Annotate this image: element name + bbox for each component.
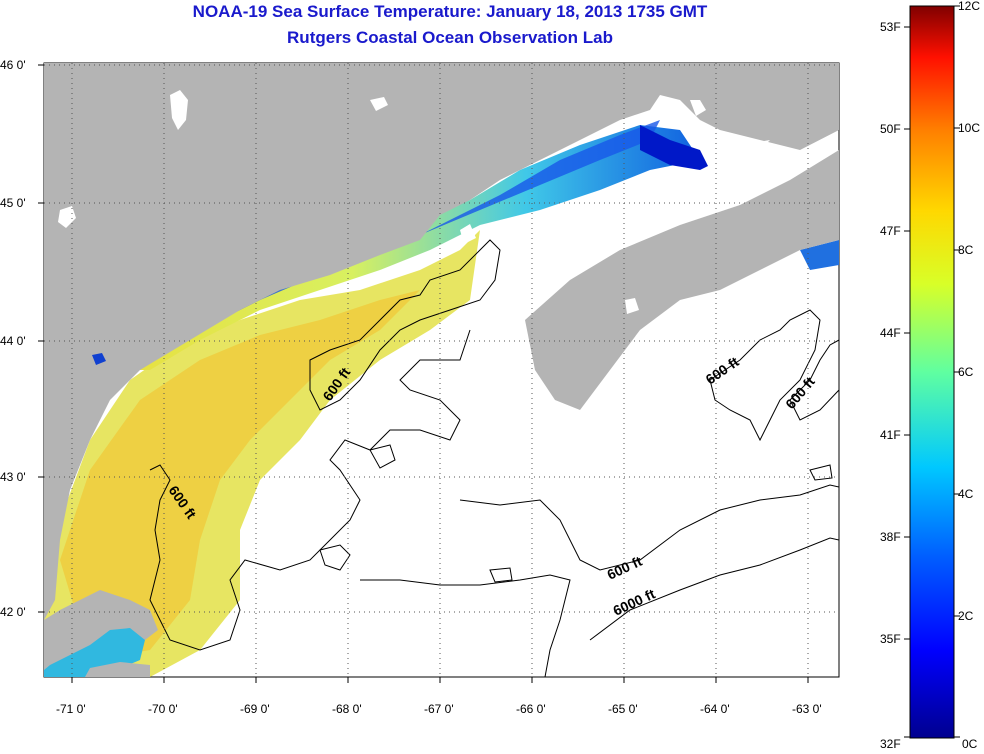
contour-600ft-inner — [149, 329, 471, 651]
lake — [700, 140, 770, 170]
sst-band-cold — [120, 125, 700, 370]
colorbar-f-label: 44F — [880, 326, 901, 340]
colorbar-c-label: 6C — [958, 365, 974, 379]
sst-band-yellow — [60, 290, 420, 660]
colorbar-ticks — [904, 5, 960, 738]
map-subtitle: Rutgers Coastal Ocean Observation Lab — [287, 28, 613, 47]
land-mainland — [44, 63, 839, 620]
contour-ne-1 — [709, 309, 821, 442]
lake — [460, 224, 476, 244]
lon-label: -69 0' — [240, 702, 270, 716]
isobath-contours — [149, 239, 839, 677]
lat-label: 43 0' — [0, 470, 26, 484]
colorbar-f-label: 47F — [880, 224, 901, 238]
colorbar — [909, 5, 955, 739]
lake — [170, 90, 188, 130]
contour-ne-2 — [789, 339, 839, 421]
colorbar-c-label: 10C — [958, 121, 980, 135]
lon-label: -63 0' — [792, 702, 822, 716]
colorbar-f-label: 38F — [880, 530, 901, 544]
colorbar-f-label: 35F — [880, 632, 901, 646]
lake — [370, 97, 388, 111]
lon-label: -68 0' — [332, 702, 362, 716]
colorbar-f-label: 53F — [880, 20, 901, 34]
lon-label: -67 0' — [424, 702, 454, 716]
colorbar-c-label: 4C — [958, 487, 974, 501]
contour-600ft — [309, 239, 501, 411]
sst-band-blue — [130, 120, 660, 365]
contour-islands — [319, 544, 351, 571]
contour-islands — [809, 464, 833, 481]
colorbar-c-label: 2C — [958, 609, 974, 623]
colorbar-c-label: 0C — [962, 737, 978, 751]
lake-small — [92, 353, 106, 365]
land-cape-cod — [44, 590, 158, 670]
lon-label: -71 0' — [56, 702, 86, 716]
land-nantucket — [85, 662, 150, 677]
colorbar-c-label: 12C — [958, 0, 980, 13]
lat-label: 42 0' — [0, 605, 26, 619]
sst-fundy — [640, 125, 720, 170]
contour-islands — [489, 567, 513, 583]
lake — [690, 100, 706, 116]
axis-ticks — [38, 64, 809, 683]
lake — [58, 206, 76, 228]
map-title: NOAA-19 Sea Surface Temperature: January… — [192, 2, 708, 21]
lat-label: 46 0' — [0, 58, 26, 72]
colorbar-c-label: 8C — [958, 243, 974, 257]
contour-6000ft — [589, 537, 839, 641]
lon-label: -65 0' — [608, 702, 638, 716]
land-nova-scotia — [525, 150, 839, 410]
lon-label: -64 0' — [700, 702, 730, 716]
colorbar-f-label: 50F — [880, 122, 901, 136]
lat-label: 44 0' — [0, 334, 26, 348]
colorbar-f-label: 32F — [880, 737, 901, 751]
lon-label: -70 0' — [148, 702, 178, 716]
contour-600ft-east — [459, 484, 839, 571]
lon-label: -66 0' — [516, 702, 546, 716]
lat-label: 45 0' — [0, 196, 26, 210]
contour-shelf-break — [360, 574, 571, 677]
colorbar-f-label: 41F — [880, 428, 901, 442]
contour-islands — [369, 444, 396, 469]
lake — [625, 298, 639, 314]
